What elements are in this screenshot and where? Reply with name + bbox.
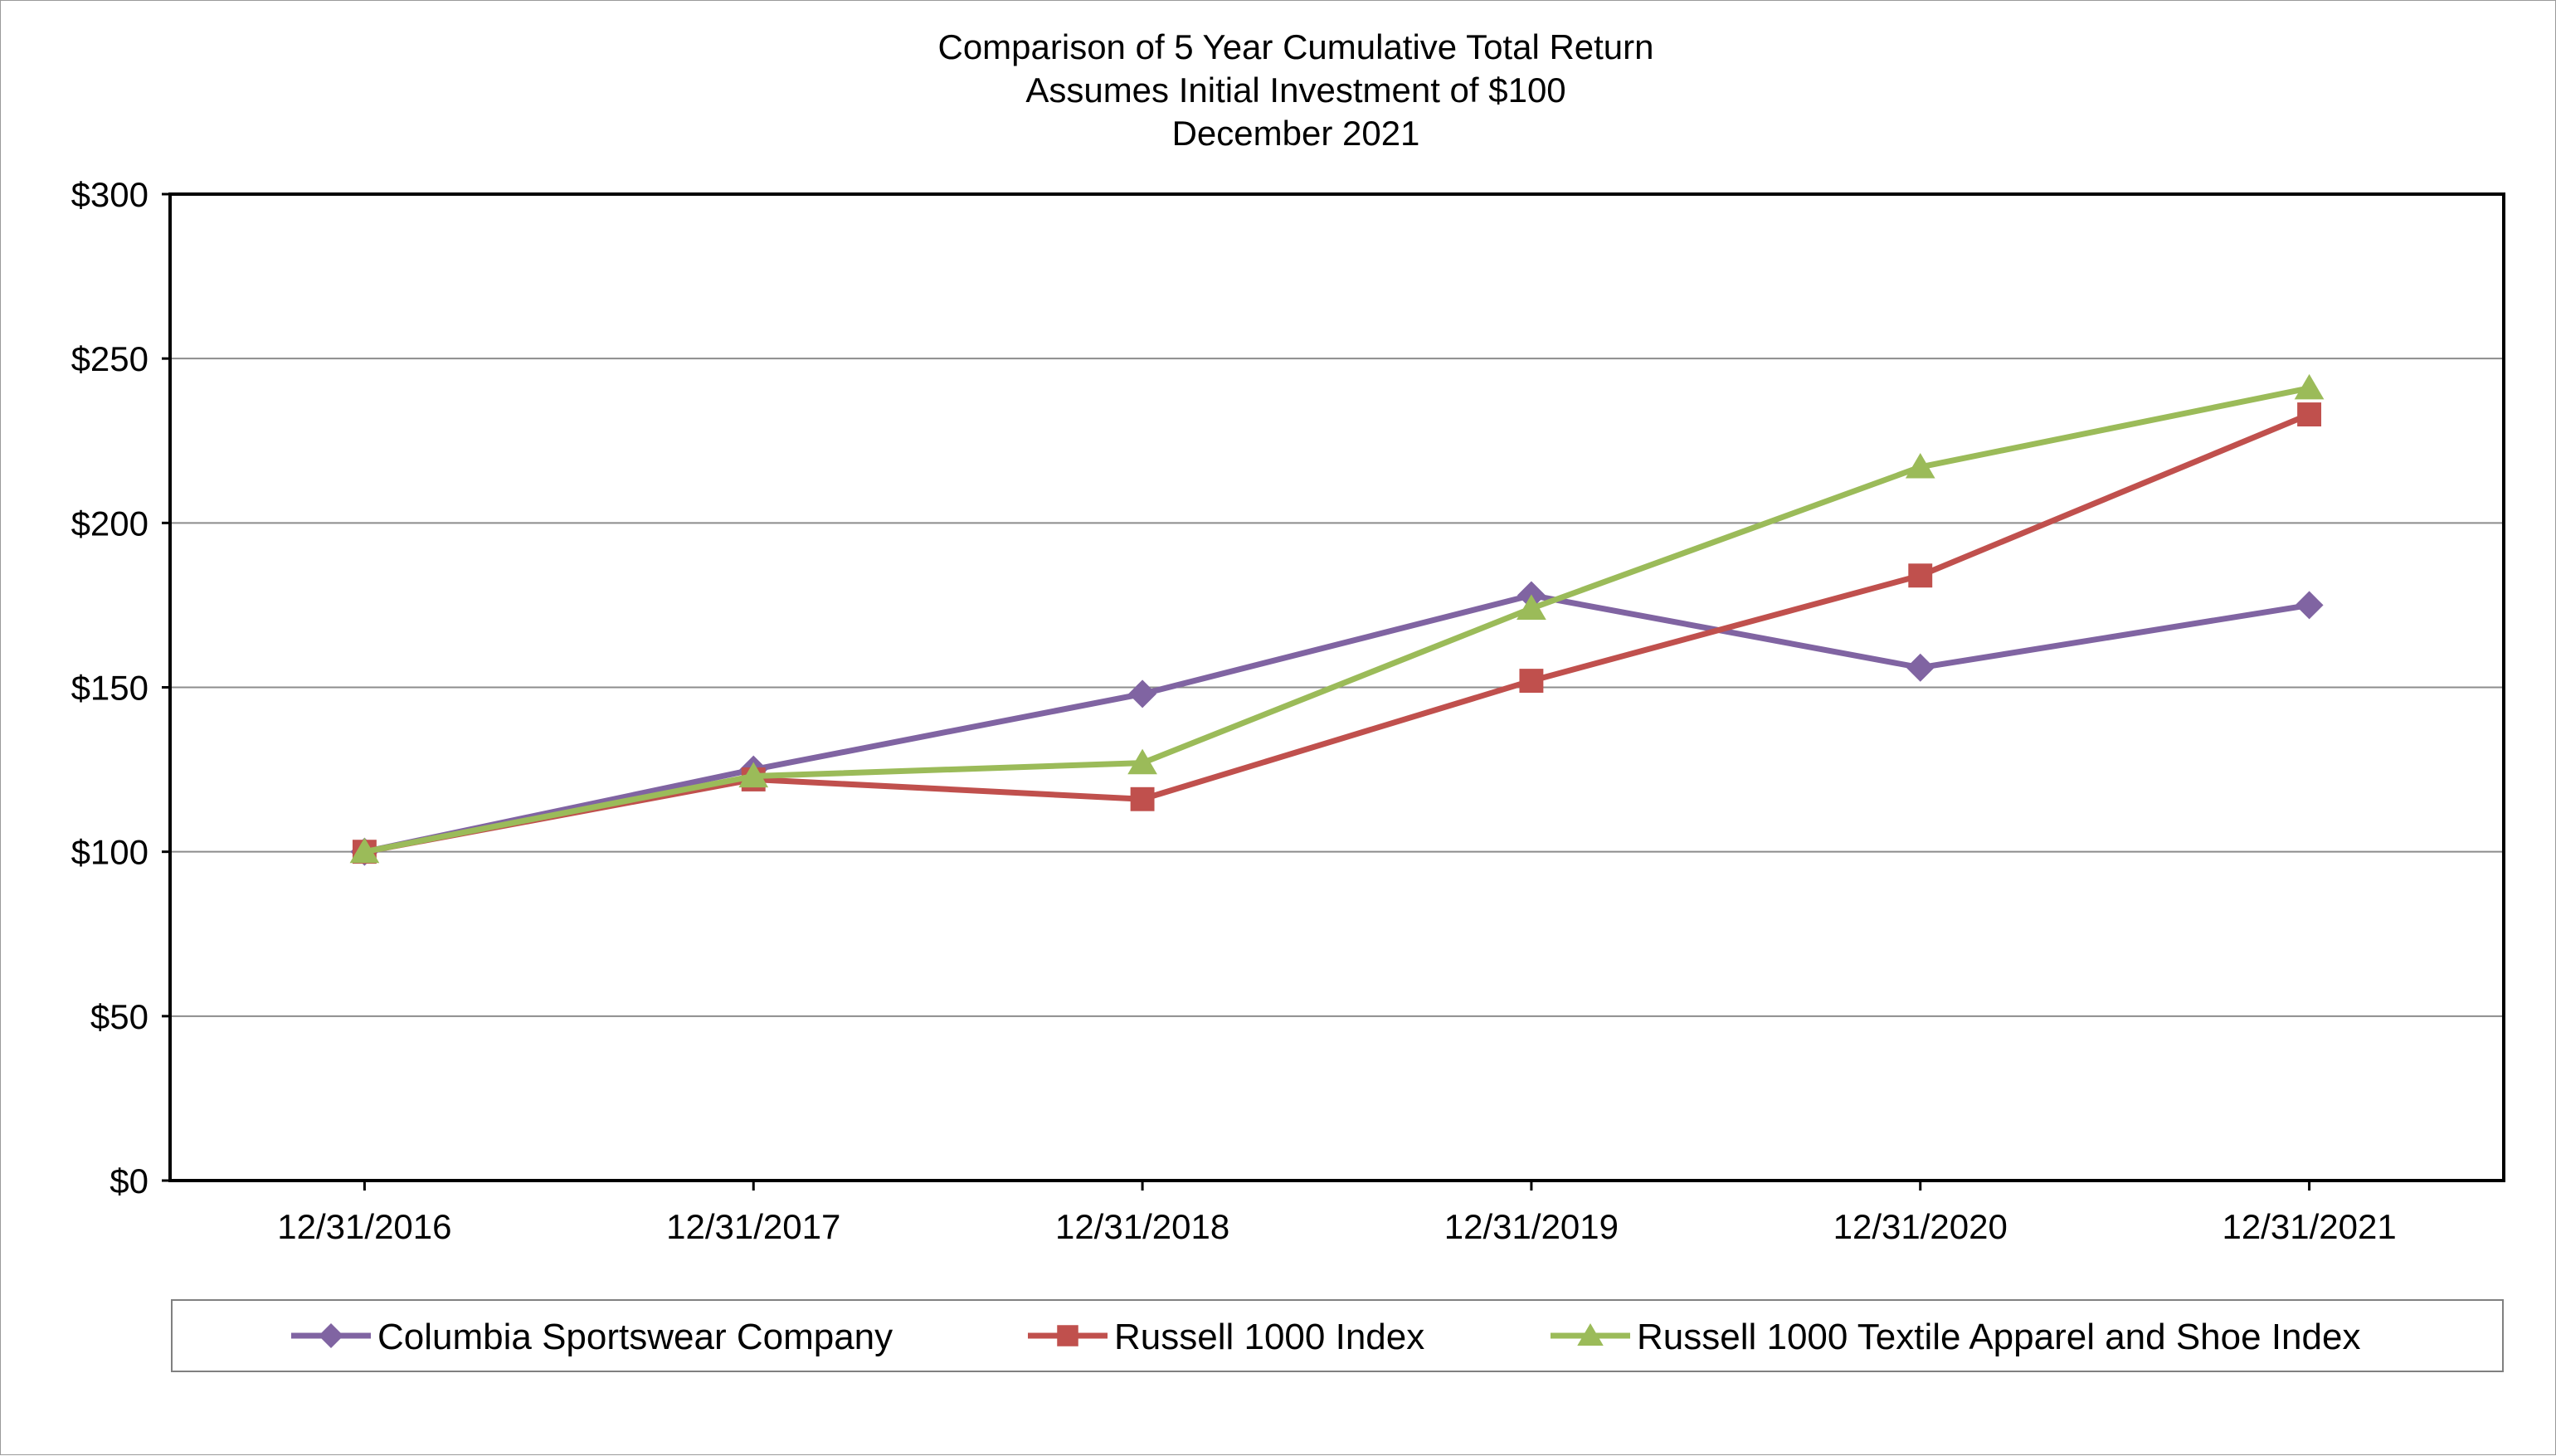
y-tick-label: $150 <box>71 669 148 708</box>
x-axis-ticks: 12/31/2016 12/31/2017 12/31/2018 12/31/2019… <box>277 1181 2397 1246</box>
y-tick-label: $100 <box>71 833 148 872</box>
series-line <box>363 385 2310 855</box>
data-point-square <box>2297 402 2322 426</box>
legend: Columbia Sportswear Company Russell 1000 … <box>291 1317 2360 1357</box>
legend-label: Russell 1000 Textile Apparel and Shoe In… <box>1637 1317 2360 1357</box>
legend-box <box>171 1299 2504 1372</box>
data-point-diamond <box>1128 679 1157 709</box>
data-point-triangle <box>1517 594 1546 620</box>
chart-subtitle-date: December 2021 <box>1172 114 1420 153</box>
legend-marker-diamond <box>319 1323 343 1348</box>
data-point-diamond <box>1906 653 1935 682</box>
data-point-diamond <box>2295 591 2324 620</box>
series-line <box>363 592 2310 855</box>
data-point-triangle <box>738 762 769 788</box>
x-tick-label: 12/31/2016 <box>277 1207 451 1246</box>
y-tick-label: $0 <box>110 1161 148 1200</box>
y-tick-label: $250 <box>71 339 148 378</box>
x-tick-label: 12/31/2018 <box>1055 1207 1229 1246</box>
data-point-triangle <box>349 837 380 864</box>
data-point-square <box>1908 563 1933 588</box>
legend-label: Russell 1000 Index <box>1114 1317 1424 1357</box>
x-tick-label: 12/31/2017 <box>666 1207 840 1246</box>
data-point-triangle <box>1127 748 1157 775</box>
y-tick-label: $50 <box>90 997 148 1036</box>
x-tick-label: 12/31/2020 <box>1833 1207 2008 1246</box>
data-point-triangle <box>2294 373 2325 400</box>
y-tick-label: $200 <box>71 504 148 543</box>
legend-item: Columbia Sportswear Company <box>291 1317 893 1357</box>
legend-label: Columbia Sportswear Company <box>377 1317 893 1357</box>
legend-marker-triangle <box>1577 1323 1604 1346</box>
y-axis-ticks: $0 $50 $100 $150 $200 $250 $300 <box>71 175 170 1200</box>
x-tick-label: 12/31/2019 <box>1444 1207 1619 1246</box>
chart-title: Comparison of 5 Year Cumulative Total Re… <box>937 27 1653 66</box>
legend-item: Russell 1000 Textile Apparel and Shoe In… <box>1551 1317 2360 1357</box>
data-point-triangle <box>1905 452 1935 479</box>
series-3 <box>349 373 2325 864</box>
x-tick-label: 12/31/2021 <box>2222 1207 2396 1246</box>
chart-subtitle: Assumes Initial Investment of $100 <box>1025 71 1565 110</box>
y-tick-label: $300 <box>71 175 148 214</box>
series-1 <box>350 581 2324 866</box>
legend-marker-square <box>1057 1325 1078 1346</box>
legend-item: Russell 1000 Index <box>1028 1317 1424 1357</box>
data-point-square <box>1519 669 1544 694</box>
series-lines <box>349 373 2325 866</box>
series-line <box>363 411 2310 855</box>
data-point-square <box>1130 786 1155 811</box>
